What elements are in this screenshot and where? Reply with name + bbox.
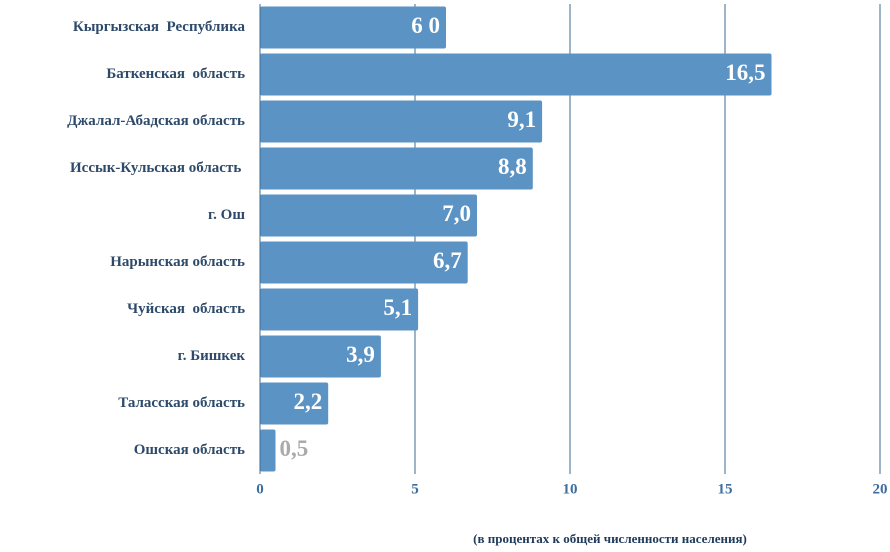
y-tick-label: Иссык-Кульская область	[70, 160, 245, 176]
value-label: 7,0	[442, 201, 471, 226]
y-tick-label: г. Ош	[208, 207, 245, 223]
x-tick-label: 15	[718, 481, 733, 497]
bar	[260, 101, 542, 143]
x-tick-label: 20	[873, 481, 888, 497]
y-tick-label: Баткенская область	[106, 66, 245, 82]
value-label: 2,2	[293, 389, 322, 414]
value-label: 5,1	[383, 295, 412, 320]
x-axis-label: (в процентах к общей численности населен…	[473, 531, 747, 546]
bar	[260, 54, 772, 96]
value-label: 0,5	[280, 436, 309, 461]
y-tick-label: Кыргызская Республика	[73, 19, 246, 35]
y-tick-label: Таласская область	[118, 395, 245, 411]
page: (в процентах к общей численности населен…	[0, 0, 890, 552]
x-tick-label: 10	[563, 481, 578, 497]
value-label: 8,8	[498, 154, 527, 179]
chart: (в процентах к общей численности населен…	[0, 0, 890, 552]
y-tick-label: Чуйская область	[127, 301, 245, 317]
y-tick-label: г. Бишкек	[178, 348, 246, 364]
bar	[260, 430, 276, 472]
x-tick-label: 0	[256, 481, 264, 497]
y-tick-label: Джалал-Абадская область	[67, 113, 245, 129]
y-tick-label: Ошская область	[134, 442, 245, 458]
value-label: 6 0	[411, 13, 440, 38]
bar	[260, 148, 533, 190]
value-label: 9,1	[507, 107, 536, 132]
value-label: 16,5	[725, 60, 765, 85]
x-tick-label: 5	[411, 481, 419, 497]
value-label: 3,9	[346, 342, 375, 367]
y-tick-label: Нарынская область	[110, 254, 245, 270]
value-label: 6,7	[433, 248, 462, 273]
